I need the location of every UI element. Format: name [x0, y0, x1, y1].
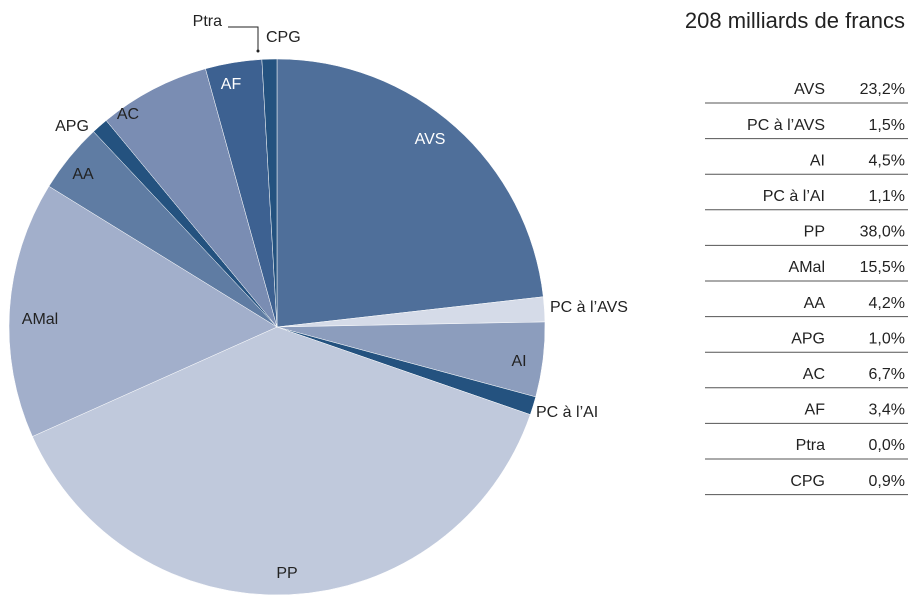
pie-slice: [32, 326, 531, 596]
pie-slice: [276, 58, 544, 328]
slice-label: AA: [72, 166, 94, 183]
table-value: 1,5%: [869, 117, 905, 134]
slice-label: PP: [276, 565, 297, 582]
chart-title: 208 milliards de francs: [685, 8, 905, 33]
table-value: 0,0%: [869, 437, 905, 454]
table-value: 0,9%: [869, 473, 905, 490]
table-label: PC à l’AVS: [747, 117, 825, 134]
table-value: 1,1%: [869, 188, 905, 205]
table-value: 15,5%: [860, 259, 905, 276]
leader-line: [228, 26, 259, 50]
pie-slice: [8, 185, 278, 437]
table-label: AF: [805, 402, 826, 419]
table-value: 3,4%: [869, 402, 905, 419]
slice-label: AMal: [22, 311, 58, 328]
table-label: CPG: [790, 473, 825, 490]
table-value: 1,0%: [869, 330, 905, 347]
slice-label: APG: [55, 118, 89, 135]
table-label: PC à l’AI: [763, 188, 825, 205]
table-label: APG: [791, 330, 825, 347]
table-value: 6,7%: [869, 366, 905, 383]
slice-label: PC à l’AVS: [550, 299, 628, 316]
pie-slice: [261, 58, 278, 328]
table-label: Ptra: [796, 437, 825, 454]
slice-label: AF: [221, 76, 242, 93]
table-label: AI: [810, 152, 825, 169]
table-label: AC: [803, 366, 825, 383]
slice-label: CPG: [266, 29, 301, 46]
pie-slice: [105, 68, 278, 328]
slice-label: Ptra: [193, 13, 222, 30]
slice-label: PC à l’AI: [536, 404, 598, 421]
leader-dot: [256, 49, 260, 53]
slice-label: AC: [117, 106, 139, 123]
table-label: PP: [804, 224, 825, 241]
slice-label: AI: [511, 353, 526, 370]
table-label: AMal: [789, 259, 825, 276]
table-label: AVS: [794, 81, 825, 98]
table-value: 38,0%: [860, 224, 905, 241]
table-label: AA: [804, 295, 826, 312]
table-value: 4,2%: [869, 295, 905, 312]
table-value: 23,2%: [860, 81, 905, 98]
slice-label: AVS: [415, 131, 446, 148]
table-value: 4,5%: [869, 152, 905, 169]
